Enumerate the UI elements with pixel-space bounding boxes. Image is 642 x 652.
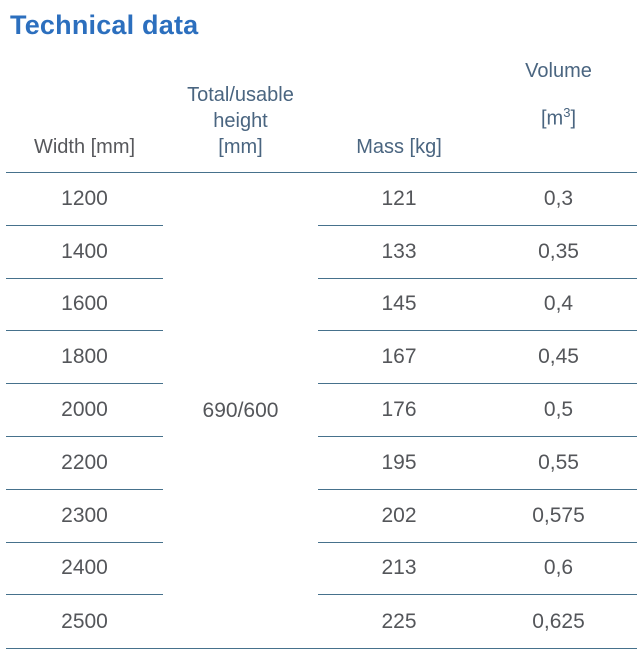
- volume-unit-open: [m: [540, 108, 564, 130]
- mass-cell: 202: [318, 490, 480, 543]
- volume-cell: 0,35: [480, 226, 637, 279]
- width-cell: 1600: [6, 279, 163, 332]
- volume-unit-exponent: 3: [563, 105, 571, 121]
- width-cell: 2300: [6, 490, 163, 543]
- column-header-volume-unit: [m3]: [480, 100, 637, 132]
- mass-cell: 225: [381, 609, 417, 633]
- volume-cell: 0,575: [480, 490, 637, 543]
- volume-cell: 0,45: [480, 331, 637, 385]
- width-cell: 1800: [6, 331, 163, 385]
- technical-data-table: Width [mm] Total/usable height [mm] Mass…: [6, 42, 637, 650]
- volume-unit-close: ]: [570, 108, 576, 130]
- volume-cell: 0,625: [532, 609, 585, 633]
- width-cell: 2500: [61, 609, 108, 633]
- width-cell: 2400: [6, 543, 163, 596]
- width-cell: 1200: [6, 173, 163, 226]
- volume-cell: 0,3: [480, 173, 637, 226]
- volume-cell: 0,55: [480, 437, 637, 490]
- mass-cell: 195: [318, 437, 480, 490]
- mass-cell: 176: [318, 384, 480, 437]
- mass-cell: 133: [318, 226, 480, 279]
- width-cell: 1400: [6, 226, 163, 279]
- mass-cell: 121: [318, 173, 480, 226]
- table-header-row: Width [mm] Total/usable height [mm] Mass…: [6, 42, 637, 173]
- page: Technical data Width [mm] Total/usable h…: [0, 8, 642, 652]
- column-header-height-line3: [mm]: [218, 136, 263, 158]
- column-header-volume: Volume [m3]: [480, 58, 637, 172]
- column-header-height-line1: Total/usable: [187, 84, 294, 106]
- column-header-height: Total/usable height [mm]: [163, 82, 318, 172]
- column-header-volume-label: Volume: [525, 60, 592, 83]
- column-header-mass: Mass [kg]: [356, 136, 442, 158]
- width-cell: 2200: [6, 437, 163, 490]
- mass-cell: 145: [318, 279, 480, 332]
- column-header-width: Width [mm]: [33, 136, 136, 158]
- table-body: 690/600 1200 121 0,3 1400 133 0,35 1600 …: [6, 173, 637, 650]
- page-title: Technical data: [10, 10, 199, 40]
- volume-cell: 0,6: [480, 543, 637, 596]
- volume-cell: 0,4: [480, 279, 637, 332]
- column-header-height-line2: height: [213, 110, 268, 132]
- width-cell: 2000: [6, 384, 163, 437]
- volume-cell: 0,5: [480, 384, 637, 437]
- height-span-cell: 690/600: [202, 398, 279, 422]
- mass-cell: 167: [318, 331, 480, 385]
- mass-cell: 213: [318, 543, 480, 596]
